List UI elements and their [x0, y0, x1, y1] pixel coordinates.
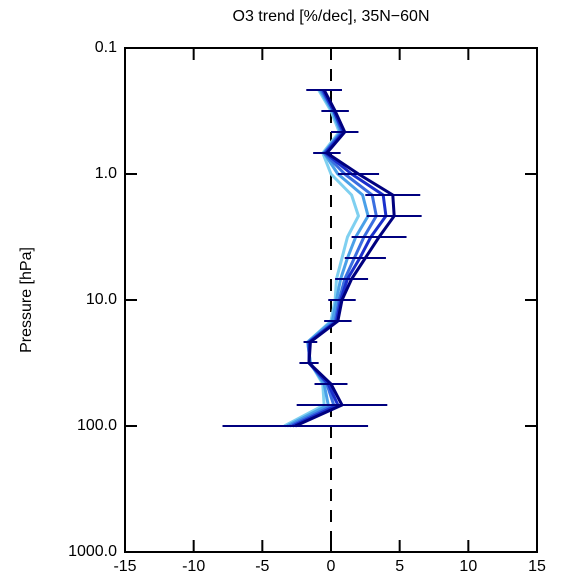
x-tick-label: -5 [255, 558, 269, 575]
y-tick-label: 1.0 [95, 165, 117, 182]
y-tick-label: 10.0 [86, 291, 117, 308]
x-tick-label: -10 [182, 558, 205, 575]
x-tick-label: 15 [528, 558, 546, 575]
y-tick-label: 1000.0 [68, 543, 117, 560]
x-tick-label: 5 [395, 558, 404, 575]
plot-frame [124, 47, 538, 553]
x-tick-label: 10 [459, 558, 477, 575]
y-tick-label: 0.1 [95, 39, 117, 56]
y-axis-label: Pressure [hPa] [18, 247, 35, 353]
x-tick-label: -15 [113, 558, 136, 575]
y-tick-label: 100.0 [77, 417, 117, 434]
x-tick-label: 0 [327, 558, 336, 575]
chart-title: O3 trend [%/dec], 35N−60N [233, 8, 430, 25]
